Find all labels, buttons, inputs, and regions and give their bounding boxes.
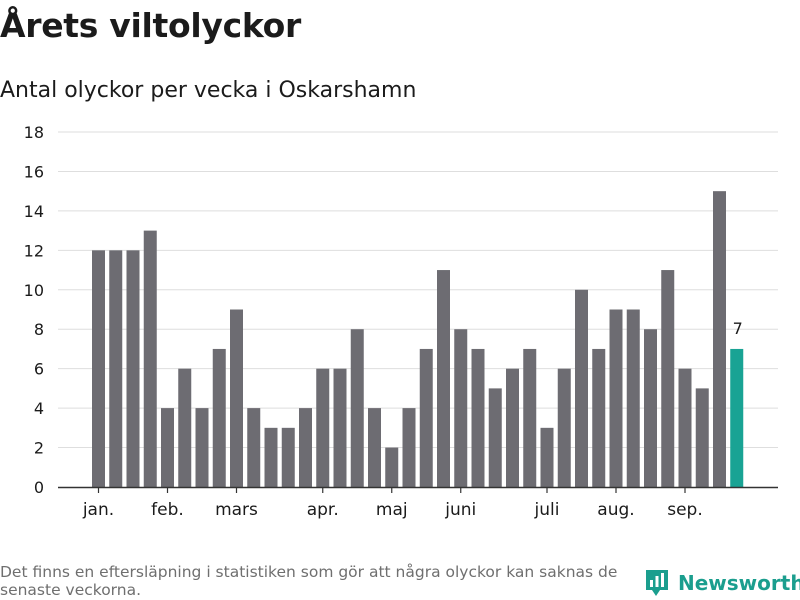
bar [143, 230, 157, 487]
bar [92, 250, 105, 487]
bar [178, 368, 192, 487]
bar [678, 368, 692, 487]
bar [281, 427, 295, 487]
bar [523, 348, 537, 487]
bar [661, 270, 675, 487]
y-tick-label: 8 [34, 320, 44, 339]
y-tick-label: 4 [34, 399, 44, 418]
bar [195, 408, 209, 487]
x-tick-label: apr. [307, 500, 339, 520]
bar [126, 250, 140, 487]
bar [419, 348, 433, 487]
data-label: 7 [733, 319, 743, 338]
brand-name: Newsworthy [678, 571, 800, 595]
x-tick-label: sep. [667, 500, 703, 520]
y-tick-label: 16 [24, 162, 44, 181]
y-tick-label: 6 [34, 360, 44, 379]
y-tick-label: 2 [34, 439, 44, 458]
bar [557, 368, 571, 487]
y-tick-label: 12 [24, 241, 44, 260]
x-tick-label: mars [215, 500, 258, 520]
y-tick-label: 18 [24, 123, 44, 142]
bar [230, 309, 243, 487]
x-tick-label: feb. [151, 500, 184, 520]
bar [333, 368, 347, 487]
bar-highlighted [730, 348, 744, 487]
bar [609, 309, 623, 487]
bar [402, 408, 416, 487]
bar [212, 348, 226, 487]
bar [644, 329, 657, 487]
bar [437, 270, 450, 487]
bar [506, 368, 519, 487]
y-tick-label: 14 [24, 202, 44, 221]
chart-subtitle: Antal olyckor per vecka i Oskarshamn [0, 78, 417, 103]
x-tick-label: aug. [597, 500, 634, 520]
bar [350, 329, 364, 487]
bar [299, 408, 312, 487]
bar [109, 250, 123, 487]
bar [626, 309, 640, 487]
x-tick-label: maj [376, 500, 408, 520]
brand[interactable]: Newsworthy [644, 568, 800, 598]
bar [316, 368, 330, 487]
bar [592, 348, 606, 487]
bar [575, 289, 588, 487]
bar [264, 427, 278, 487]
footnote: Det finns en eftersläpning i statistiken… [0, 563, 618, 599]
y-tick-label: 10 [24, 281, 44, 300]
bar [247, 408, 261, 487]
newsworthy-logo-icon [646, 570, 668, 596]
bar [454, 329, 468, 487]
chart-title: Årets viltolyckor [0, 6, 301, 45]
x-tick-label: jan. [82, 500, 114, 520]
x-tick-label: juni [444, 500, 476, 520]
y-tick-label: 0 [34, 478, 44, 497]
bar [713, 191, 726, 487]
bar [488, 388, 502, 487]
bar [471, 348, 485, 487]
x-tick-label: juli [534, 500, 560, 520]
bar [695, 388, 709, 487]
bar [161, 408, 174, 487]
bar [385, 447, 399, 487]
bar [368, 408, 381, 487]
bar [540, 427, 554, 487]
